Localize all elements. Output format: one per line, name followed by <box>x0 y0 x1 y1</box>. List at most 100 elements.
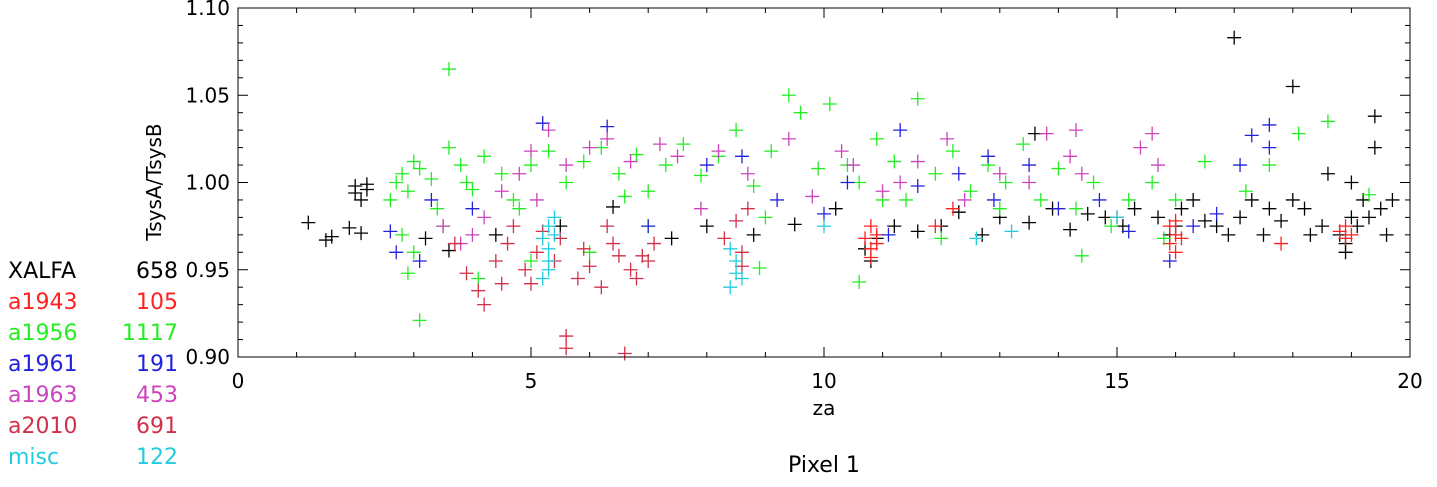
data-point <box>811 161 826 176</box>
legend-entry: misc 122 <box>8 445 178 470</box>
data-point <box>1022 158 1037 173</box>
data-point <box>342 220 357 235</box>
data-point <box>400 266 415 281</box>
data-point <box>559 158 574 173</box>
data-point <box>729 213 744 228</box>
data-point <box>887 154 902 169</box>
data-point <box>541 144 556 159</box>
data-point <box>986 192 1001 207</box>
data-point <box>524 276 538 291</box>
data-point <box>412 161 427 176</box>
data-point <box>1320 166 1335 181</box>
legend-name: a1943 <box>8 290 77 315</box>
data-point <box>1350 219 1365 234</box>
data-point <box>512 201 527 216</box>
data-point <box>600 131 615 146</box>
data-point <box>430 201 445 216</box>
data-point <box>506 192 521 207</box>
data-point <box>395 227 410 242</box>
data-point <box>817 206 831 221</box>
x-tick-label: 5 <box>525 369 538 393</box>
data-point <box>459 266 474 281</box>
data-point <box>494 276 509 291</box>
data-point <box>1209 219 1224 234</box>
data-point <box>576 154 591 169</box>
data-point <box>594 140 609 155</box>
data-point <box>658 158 673 173</box>
data-point <box>1110 210 1124 225</box>
data-point <box>711 144 726 159</box>
data-point <box>1197 154 1212 169</box>
data-point <box>477 210 492 225</box>
data-point <box>1186 192 1201 207</box>
data-point <box>1320 114 1335 129</box>
data-point <box>611 248 626 263</box>
data-point <box>529 192 544 207</box>
data-point <box>869 131 884 146</box>
data-point <box>1262 201 1277 216</box>
data-point <box>535 231 550 246</box>
data-point <box>441 140 456 155</box>
data-point <box>641 254 656 269</box>
data-point <box>1068 201 1083 216</box>
data-point <box>318 233 333 248</box>
data-point <box>770 192 785 207</box>
data-point <box>676 137 691 152</box>
data-point <box>1145 175 1160 190</box>
data-point <box>1274 236 1289 251</box>
data-point <box>471 283 486 298</box>
data-point <box>852 175 867 190</box>
data-point <box>863 219 878 234</box>
y-tick-label: 0.90 <box>185 345 230 369</box>
data-point <box>752 261 767 276</box>
data-point <box>781 88 796 103</box>
data-point <box>1303 227 1318 242</box>
data-point <box>1274 213 1289 228</box>
data-point <box>1262 117 1277 132</box>
data-point <box>412 313 427 328</box>
data-point <box>817 219 831 234</box>
data-point <box>383 192 398 207</box>
data-point <box>559 341 574 356</box>
data-point <box>1127 201 1142 216</box>
data-point <box>781 131 796 146</box>
data-point <box>1291 126 1306 141</box>
data-point <box>1285 79 1300 94</box>
data-point <box>910 224 925 239</box>
data-point <box>1145 126 1160 141</box>
data-point <box>957 192 972 207</box>
data-point <box>840 175 855 190</box>
data-point <box>852 274 867 289</box>
data-point <box>928 166 943 181</box>
data-point <box>1361 187 1376 202</box>
data-point <box>441 62 456 77</box>
data-point <box>623 262 638 277</box>
data-point <box>940 131 955 146</box>
data-point <box>1063 222 1078 237</box>
data-point <box>1151 210 1166 225</box>
data-point <box>869 236 884 251</box>
data-point <box>354 226 369 241</box>
data-point <box>559 329 574 344</box>
data-point <box>729 123 744 138</box>
legend-count: 1117 <box>122 321 178 346</box>
data-point <box>734 271 749 286</box>
data-point <box>1121 192 1136 207</box>
series-XALFA <box>301 30 1400 269</box>
data-point <box>1315 219 1330 234</box>
data-point <box>359 177 374 192</box>
data-point <box>793 105 808 120</box>
data-point <box>746 178 761 193</box>
data-point <box>459 175 474 190</box>
legend-entry: XALFA 658 <box>8 259 178 284</box>
data-point <box>1367 140 1382 155</box>
data-point <box>1209 206 1224 221</box>
data-point <box>1221 227 1236 242</box>
x-axis-label: za <box>813 396 836 420</box>
data-point <box>465 201 480 216</box>
legend-count: 105 <box>136 290 178 315</box>
data-point <box>1285 192 1300 207</box>
series-a2010 <box>447 201 755 361</box>
data-point <box>576 241 591 256</box>
data-point <box>928 219 943 234</box>
